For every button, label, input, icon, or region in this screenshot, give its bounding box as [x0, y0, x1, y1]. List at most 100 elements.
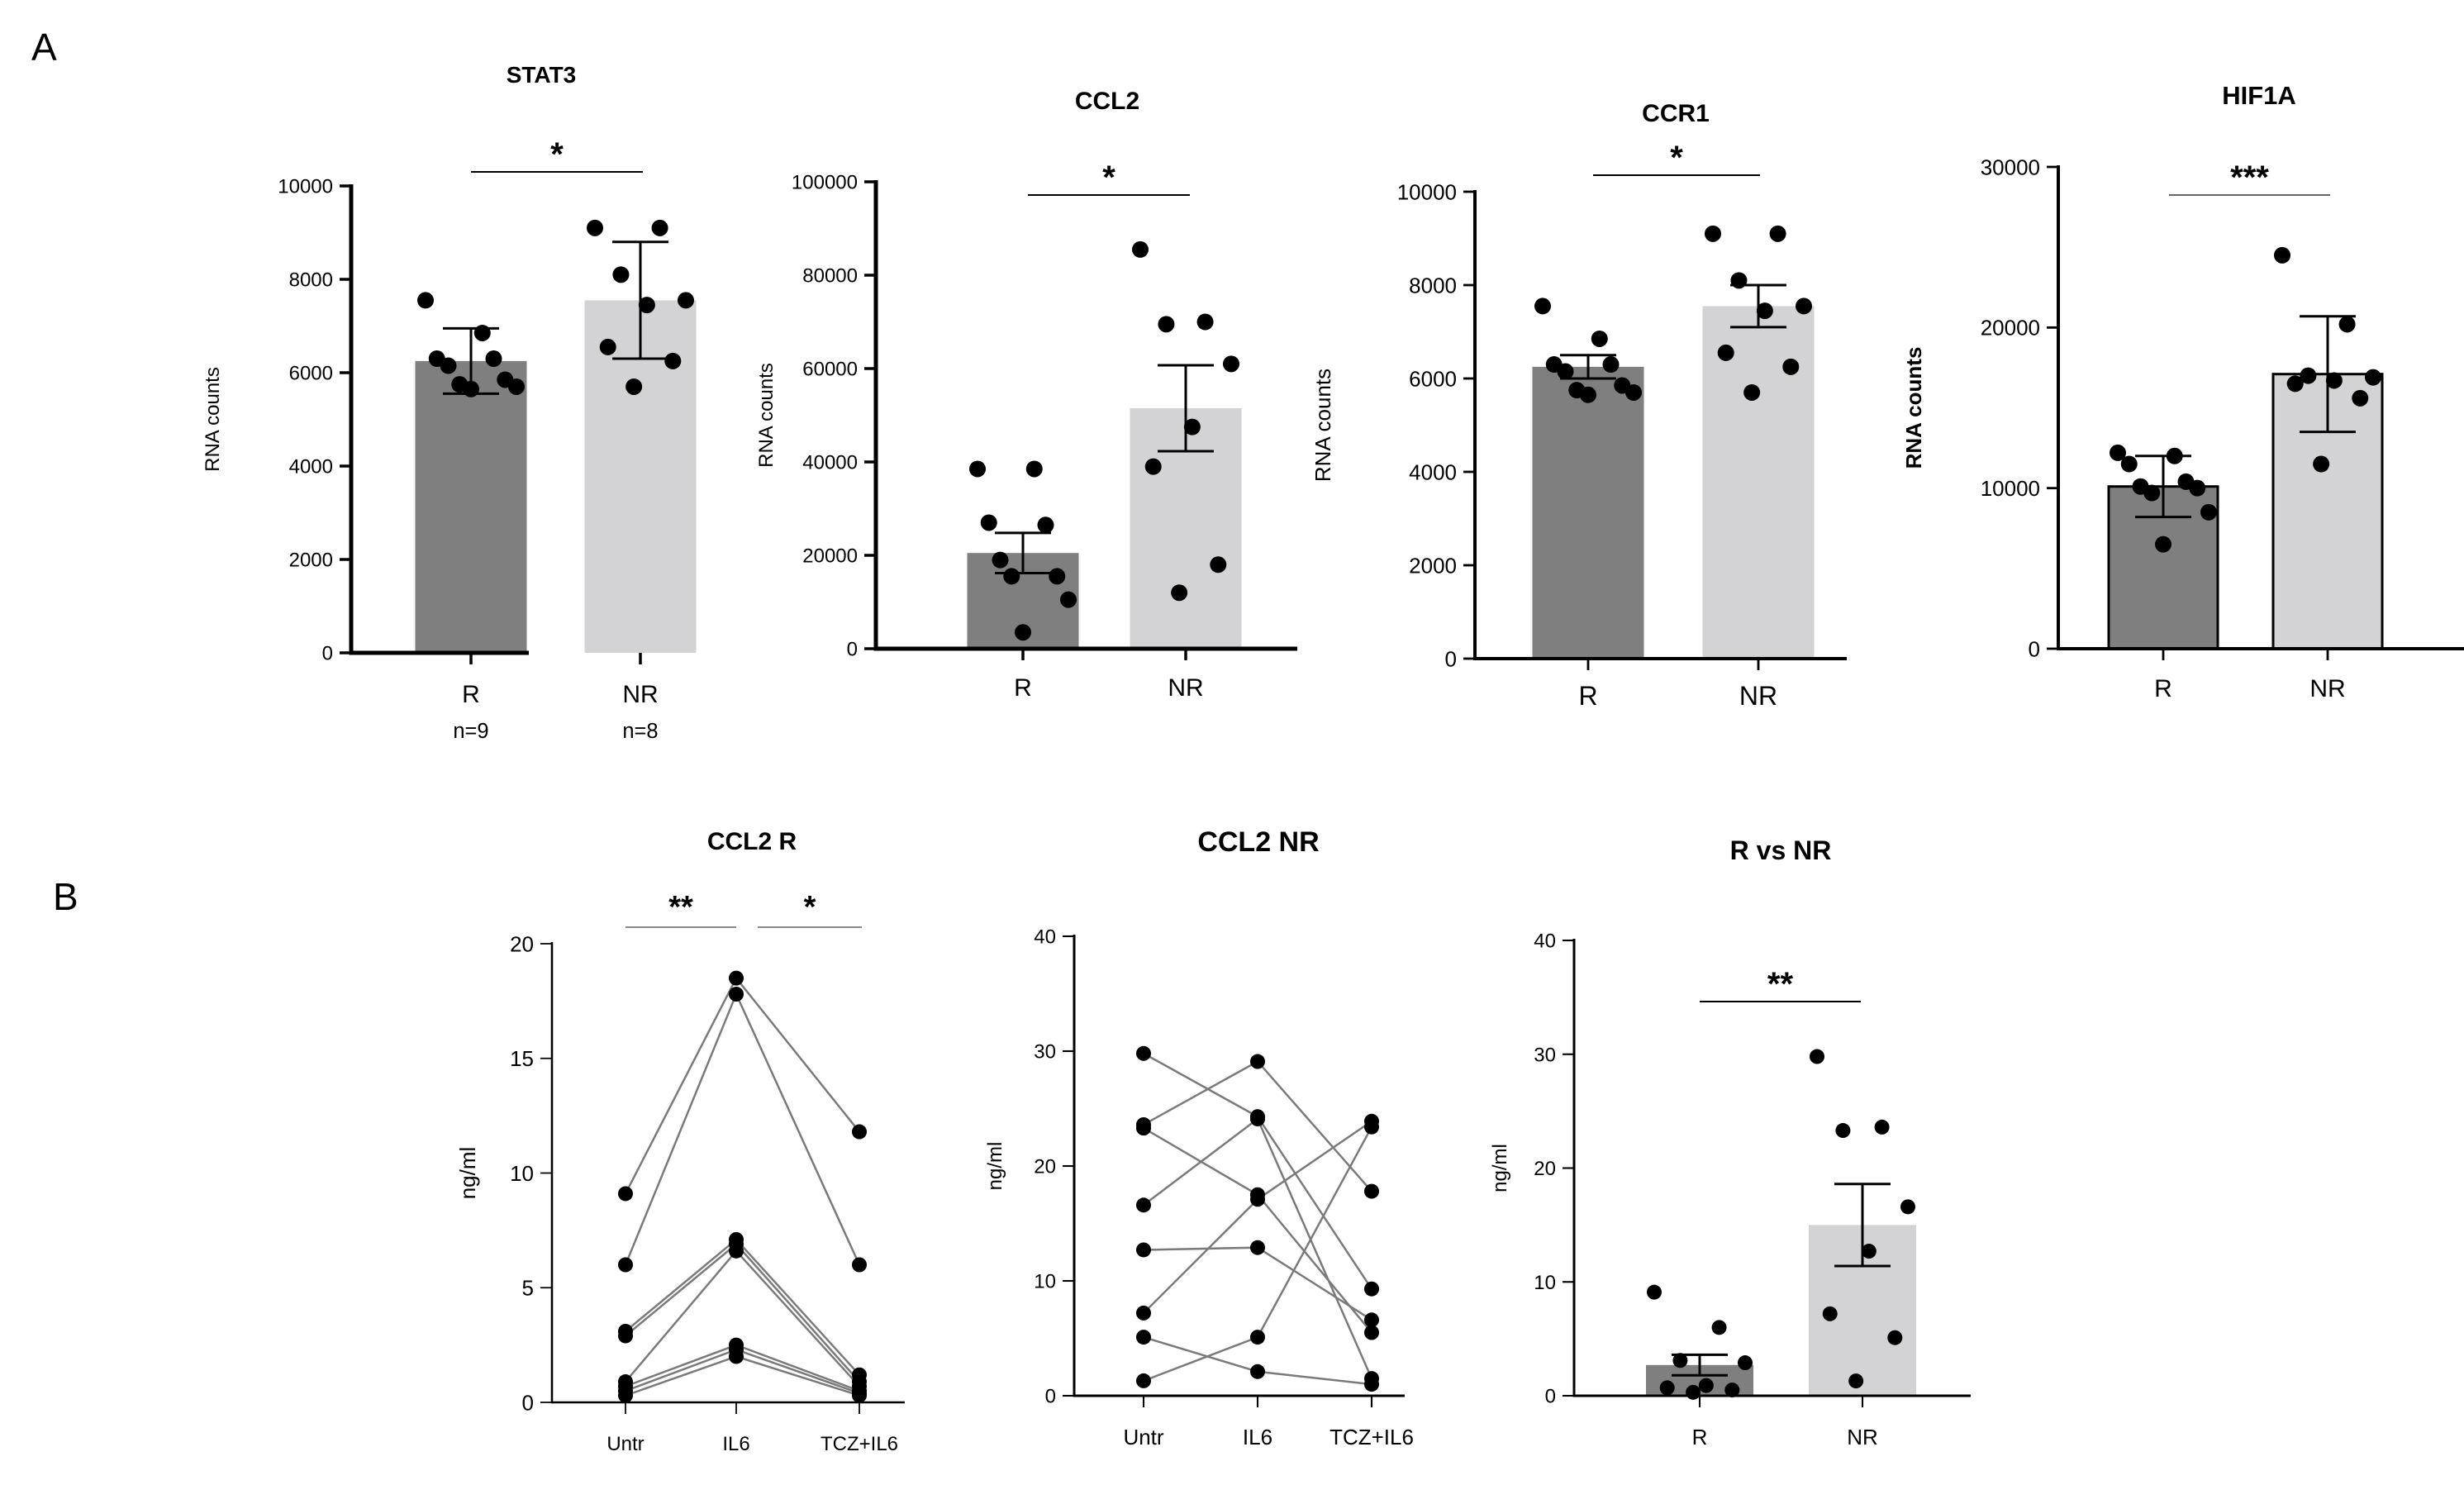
series-line — [625, 1242, 860, 1383]
y-tick-label: 10 — [510, 1161, 534, 1186]
y-tick-label: 100000 — [792, 172, 858, 194]
data-point — [980, 514, 997, 531]
data-point — [2143, 484, 2161, 502]
y-axis-label: RNA counts — [202, 367, 224, 472]
data-point — [1364, 1281, 1379, 1297]
y-tick-label: 5 — [522, 1276, 534, 1301]
chart-title: CCL2 R — [707, 828, 797, 855]
data-point — [1861, 1244, 1877, 1259]
data-point — [1158, 316, 1175, 333]
data-point — [729, 970, 744, 986]
data-point — [1196, 313, 1214, 331]
y-tick-label: 0 — [1045, 1386, 1056, 1408]
data-point — [2313, 455, 2330, 473]
x-tick-label: IL6 — [1243, 1425, 1272, 1449]
y-tick-label: 20 — [510, 931, 534, 956]
chart-title: CCL2 NR — [1197, 826, 1319, 858]
data-point — [1250, 1240, 1265, 1255]
data-point — [852, 1124, 867, 1140]
significance-label: * — [550, 136, 564, 173]
data-point — [1015, 624, 1031, 641]
data-point — [1580, 386, 1596, 403]
x-tick-label: Untr — [606, 1433, 644, 1455]
significance-label: *** — [2230, 159, 2269, 196]
chart-title: R vs NR — [1730, 835, 1832, 865]
series-line — [1143, 1246, 1372, 1321]
y-tick-label: 8000 — [1409, 273, 1457, 297]
y-tick-label: 30000 — [1981, 155, 2040, 179]
y-tick-label: 0 — [2029, 636, 2040, 661]
x-tick-label: NR — [622, 681, 658, 708]
x-tick-label: NR — [1168, 674, 1203, 702]
data-point — [1887, 1330, 1903, 1345]
chart-title: CCL2 — [1075, 88, 1139, 115]
y-tick-label: 6000 — [289, 363, 333, 385]
data-point — [2189, 479, 2206, 497]
chart-ccl2-nr: CCL2 NR 0 10 20 30 40 Untr IL6 TCZ+IL6 ng/ml — [984, 826, 1414, 1449]
y-tick-label: 80000 — [802, 265, 858, 288]
data-point — [1250, 1330, 1265, 1345]
y-tick-label: 60000 — [802, 359, 858, 381]
y-axis-label: ng/ml — [455, 1147, 480, 1200]
data-point — [2338, 316, 2356, 333]
data-point — [1743, 383, 1761, 401]
sample-size-label: n=9 — [453, 720, 488, 743]
data-point — [1144, 458, 1162, 475]
data-point — [1874, 1119, 1890, 1135]
data-point — [1364, 1377, 1379, 1392]
series-line — [624, 991, 861, 1266]
y-tick-label: 8000 — [289, 269, 333, 292]
data-point — [1717, 344, 1734, 361]
x-tick-label: Untr — [1123, 1425, 1163, 1449]
sample-size-label: n=8 — [622, 720, 658, 743]
chart-ccr1: CCR1 0 2000 4000 6000 8000 10000 R NR RNA counts * — [1310, 100, 1847, 711]
data-point — [1003, 568, 1020, 585]
y-tick-label: 10000 — [1981, 476, 2040, 501]
data-point — [638, 297, 655, 314]
data-point — [1698, 1378, 1714, 1393]
x-tick-label: R — [1014, 674, 1032, 702]
significance-label: * — [804, 890, 816, 925]
y-axis-label: RNA counts — [755, 363, 778, 468]
data-point — [1659, 1380, 1675, 1396]
data-point — [678, 292, 694, 309]
data-point — [2352, 389, 2369, 407]
y-tick-label: 0 — [322, 643, 333, 665]
y-tick-label: 40 — [1034, 926, 1056, 949]
data-point — [1250, 1054, 1265, 1069]
chart-ccl2: CCL2 0 20000 40000 60000 80000 100000 R NR RNA co… — [755, 88, 1297, 702]
chart-title: HIF1A — [2222, 81, 2296, 110]
y-tick-label: 40000 — [802, 452, 858, 474]
data-point — [618, 1328, 633, 1344]
y-tick-label: 20000 — [1981, 316, 2040, 340]
data-point — [1625, 383, 1642, 401]
data-point — [417, 292, 434, 309]
bar-r — [1532, 366, 1644, 659]
data-point — [1591, 330, 1608, 347]
data-point — [1136, 1330, 1151, 1345]
data-point — [1557, 363, 1574, 380]
y-tick-label: 20000 — [802, 545, 858, 568]
data-point — [1136, 1197, 1151, 1213]
data-point — [1171, 584, 1188, 602]
data-point — [1602, 356, 1620, 374]
data-point — [2274, 246, 2290, 264]
data-point — [1136, 1121, 1151, 1136]
y-tick-label: 10000 — [1397, 179, 1457, 204]
data-point — [1132, 240, 1149, 258]
data-point — [618, 1387, 633, 1403]
x-tick-label: R — [1578, 681, 1597, 711]
data-point — [2325, 372, 2343, 389]
data-point — [1250, 1364, 1265, 1379]
data-point — [1810, 1049, 1824, 1064]
series-line — [1143, 1059, 1372, 1192]
data-point — [852, 1387, 867, 1403]
data-point — [2110, 444, 2126, 461]
data-point — [664, 352, 682, 369]
x-tick-label: NR — [1847, 1425, 1878, 1449]
data-point — [1250, 1192, 1265, 1207]
x-tick-label: R — [1692, 1425, 1708, 1449]
data-point — [1364, 1312, 1379, 1328]
series-line — [624, 976, 860, 1195]
